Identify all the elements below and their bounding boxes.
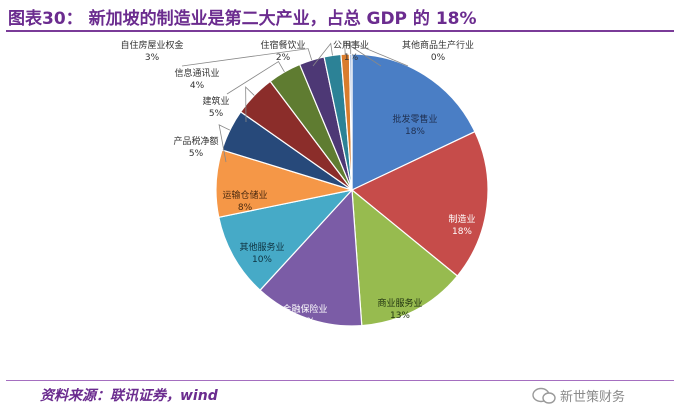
slice-label: 其他服务业: [239, 241, 284, 253]
slice-label: 运输仓储业: [222, 189, 267, 201]
source-divider: [6, 380, 674, 381]
slice-label: 建筑业: [202, 95, 229, 107]
slice-value-label: 8%: [238, 203, 253, 213]
slice-value-label: 5%: [209, 109, 224, 119]
watermark-text: 新世策财务: [560, 390, 626, 405]
slice-label: 自住房屋业权金: [120, 39, 183, 51]
leader-line: [350, 41, 409, 67]
leader-line: [181, 48, 313, 67]
slice-value-label: 18%: [405, 127, 425, 137]
slice-label: 制造业: [448, 213, 475, 225]
source-note: 资料来源：联讯证券，wind: [40, 388, 218, 404]
leader-line: [312, 42, 333, 67]
slice-label: 信息通讯业: [174, 67, 219, 79]
pie-slice: [351, 53, 476, 191]
pie-slice: [218, 189, 354, 292]
slice-value-label: 10%: [252, 255, 272, 265]
leader-line: [245, 86, 255, 123]
slice-value-label: 18%: [452, 227, 472, 237]
slice-label: 其他商品生产行业: [402, 39, 474, 51]
chart-title: 图表30： 新加坡的制造业是第二大产业，占总 GDP 的 18%: [8, 9, 477, 29]
leader-line: [226, 60, 285, 95]
pie-slice: [351, 188, 459, 327]
pie-chart: 批发零售业 18% 制造业 18% 商业服务业 13% 金融保险业 13% 其他服务业 10% 运输…: [120, 39, 489, 327]
slice-label: 批发零售业: [392, 113, 437, 125]
leader-line: [218, 124, 231, 163]
slice-value-label: 2%: [276, 53, 291, 63]
watermark: 新世策财务: [532, 386, 672, 406]
slice-value-label: 0%: [431, 53, 446, 63]
slice-label: 产品税净额: [173, 135, 218, 147]
slice-value-label: 3%: [145, 53, 160, 63]
leader-line: [344, 41, 382, 67]
slice-label: 商业服务业: [377, 297, 422, 309]
pie-slice: [350, 130, 489, 277]
slice-label: 住宿餐饮业: [260, 39, 305, 51]
slice-value-label: 5%: [189, 149, 204, 159]
title-divider: [6, 30, 674, 32]
slice-value-label: 13%: [390, 311, 410, 321]
pie-slice: [259, 188, 363, 327]
slice-label: 金融保险业: [282, 303, 327, 315]
slice-value-label: 4%: [190, 81, 205, 91]
slice-value-label: 13%: [295, 317, 315, 327]
wechat-icon: [532, 387, 556, 404]
